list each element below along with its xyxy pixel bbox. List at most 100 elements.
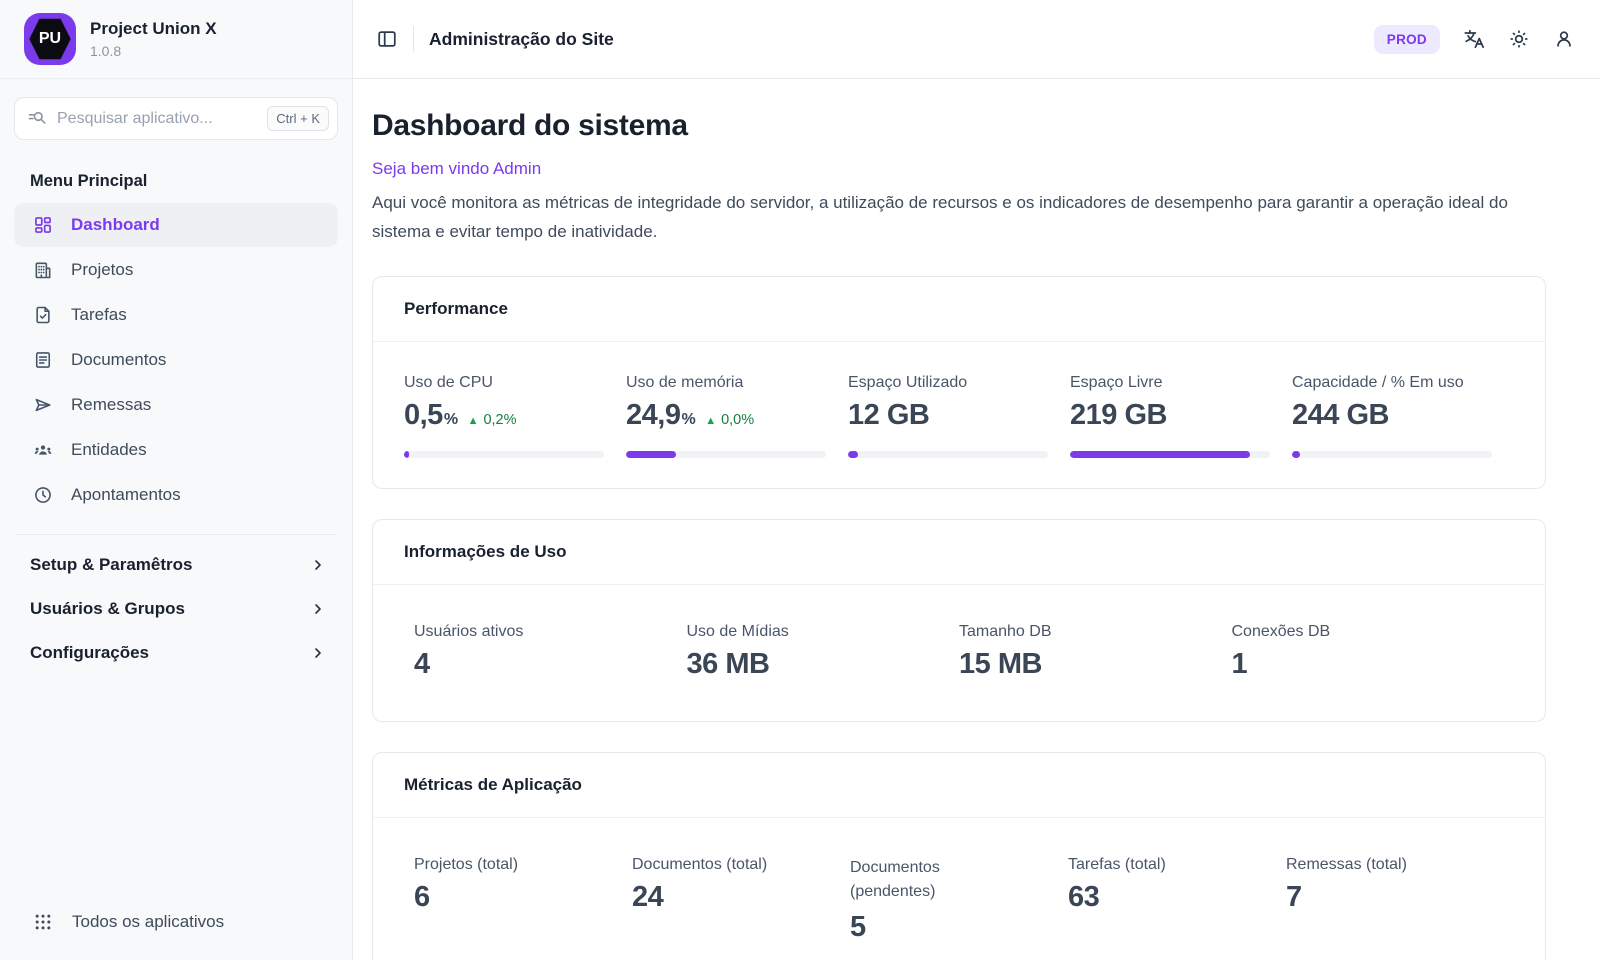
card-title: Performance — [373, 277, 1545, 343]
stat-label: Tamanho DB — [959, 623, 1052, 641]
progress-bar — [404, 451, 604, 459]
sidebar-item-label: Projetos — [71, 260, 134, 279]
sidebar-item-label: Apontamentos — [71, 485, 181, 504]
stat-label: Projetos (total) — [414, 856, 519, 874]
search-input[interactable]: Pesquisar aplicativo... Ctrl + K — [14, 97, 338, 140]
delta-up-icon: ▲ — [467, 415, 479, 428]
page-breadcrumb-title: Administração do Site — [429, 28, 614, 49]
stat-memoria: Uso de memória 24,9% ▲ 0,0% — [626, 374, 848, 459]
stat-value: 1 — [1231, 648, 1248, 681]
progress-bar — [1070, 451, 1270, 459]
app-brand: PU Project Union X 1.0.8 — [0, 0, 352, 79]
stat-remessas-total: Remessas (total) 7 — [1286, 856, 1504, 944]
sidebar-group-usuarios-grupos[interactable]: Usuários & Grupos — [14, 587, 338, 631]
stat-label: Espaço Utilizado — [848, 374, 968, 392]
stat-value: 36 MB — [686, 648, 770, 681]
welcome-message: Seja bem vindo Admin — [372, 159, 542, 178]
card-title: Métricas de Aplicação — [373, 753, 1545, 819]
search-placeholder: Pesquisar aplicativo... — [57, 109, 213, 127]
stat-value: 219 GB — [1070, 399, 1167, 432]
sidebar-group-label: Setup & Paramêtros — [30, 555, 193, 574]
stat-value: 12 GB — [848, 399, 930, 432]
app-version: 1.0.8 — [90, 43, 122, 59]
stat-tarefas-total: Tarefas (total) 63 — [1068, 856, 1286, 944]
building-icon — [33, 260, 53, 280]
stat-cpu: Uso de CPU 0,5% ▲ 0,2% — [404, 374, 626, 459]
sidebar-divider — [16, 534, 336, 535]
stat-value: 0,5% ▲ 0,2% — [404, 399, 517, 432]
page-description: Aqui você monitora as métricas de integr… — [372, 193, 1508, 241]
panel-toggle-icon — [376, 28, 398, 50]
sidebar-group-label: Configurações — [30, 643, 150, 662]
performance-card: Performance Uso de CPU 0,5% ▲ 0,2% Uso de… — [372, 276, 1546, 490]
environment-badge: PROD — [1373, 24, 1440, 54]
top-header: Administração do Site PROD — [353, 0, 1600, 79]
menu-section-label: Menu Principal — [30, 172, 148, 190]
stat-espaco-utilizado: Espaço Utilizado 12 GB — [848, 374, 1070, 459]
page-title: Dashboard do sistema — [372, 109, 688, 142]
sidebar-item-dashboard[interactable]: Dashboard — [14, 203, 338, 247]
card-title: Informações de Uso — [373, 520, 1545, 586]
chevron-right-icon — [310, 645, 326, 661]
stat-conexoes-db: Conexões DB 1 — [1232, 623, 1505, 681]
stat-documentos-total: Documentos (total) 24 — [632, 856, 850, 944]
stat-label: Conexões DB — [1231, 623, 1331, 641]
stat-value: 7 — [1286, 881, 1302, 914]
stat-label: Tarefas (total) — [1068, 856, 1166, 874]
language-button[interactable] — [1463, 28, 1485, 50]
progress-bar — [1292, 451, 1492, 459]
stat-value: 4 — [414, 648, 430, 681]
theme-toggle-button[interactable] — [1508, 28, 1530, 50]
sidebar-group-setup-parametros[interactable]: Setup & Paramêtros — [14, 543, 338, 587]
progress-bar — [848, 451, 1048, 459]
sidebar-item-label: Dashboard — [71, 215, 160, 234]
dashboard-grid-icon — [33, 215, 53, 235]
sidebar-toggle-button[interactable] — [376, 28, 398, 50]
stat-delta: ▲ 0,2% — [467, 412, 517, 429]
sidebar-item-label: Tarefas — [71, 305, 127, 324]
stat-value: 24 — [632, 881, 664, 914]
document-lines-icon — [33, 350, 53, 370]
sidebar-item-apontamentos[interactable]: Apontamentos — [14, 473, 338, 517]
apps-grid-icon — [33, 912, 53, 932]
page-content: Dashboard do sistema Seja bem vindo Admi… — [353, 79, 1600, 960]
stat-value: 6 — [414, 881, 430, 914]
stat-usuarios-ativos: Usuários ativos 4 — [414, 623, 687, 681]
stat-value: 15 MB — [959, 648, 1042, 681]
sidebar-item-tarefas[interactable]: Tarefas — [14, 293, 338, 337]
send-icon — [33, 395, 53, 415]
translate-icon — [1463, 28, 1485, 50]
stat-value: 24,9% ▲ 0,0% — [626, 399, 755, 432]
sidebar: PU Project Union X 1.0.8 Pesquisar aplic… — [0, 0, 353, 960]
stat-label: Documentos (pendentes) — [850, 859, 940, 901]
sidebar-item-entidades[interactable]: Entidades — [14, 428, 338, 472]
sidebar-item-label: Entidades — [71, 440, 147, 459]
delta-up-icon: ▲ — [705, 415, 717, 428]
sidebar-group-label: Usuários & Grupos — [30, 599, 185, 618]
stat-uso-midias: Uso de Mídias 36 MB — [687, 623, 960, 681]
search-icon — [27, 109, 47, 129]
stat-documentos-pendentes: Documentos (pendentes) 5 — [850, 856, 1068, 944]
sidebar-group-configuracoes[interactable]: Configurações — [14, 631, 338, 675]
stat-capacidade: Capacidade / % Em uso 244 GB — [1292, 374, 1514, 459]
sidebar-item-remessas[interactable]: Remessas — [14, 383, 338, 427]
stat-label: Capacidade / % Em uso — [1292, 374, 1464, 392]
stat-label: Usuários ativos — [414, 623, 524, 641]
app-logo: PU — [24, 13, 76, 65]
user-menu-button[interactable] — [1553, 28, 1575, 50]
stat-tamanho-db: Tamanho DB 15 MB — [959, 623, 1232, 681]
user-icon — [1553, 28, 1575, 50]
stat-label: Documentos (total) — [632, 856, 768, 874]
stat-espaco-livre: Espaço Livre 219 GB — [1070, 374, 1292, 459]
file-check-icon — [33, 305, 53, 325]
search-shortcut-badge: Ctrl + K — [267, 106, 329, 131]
stat-projetos-total: Projetos (total) 6 — [414, 856, 632, 944]
sidebar-item-projetos[interactable]: Projetos — [14, 248, 338, 292]
header-divider — [413, 26, 414, 52]
stat-delta: ▲ 0,0% — [705, 412, 755, 429]
stat-value: 63 — [1068, 881, 1100, 914]
sidebar-item-documentos[interactable]: Documentos — [14, 338, 338, 382]
stat-label: Uso de CPU — [404, 374, 493, 392]
main-area: Administração do Site PROD — [353, 0, 1600, 960]
sidebar-item-todos-aplicativos[interactable]: Todos os aplicativos — [0, 892, 352, 960]
